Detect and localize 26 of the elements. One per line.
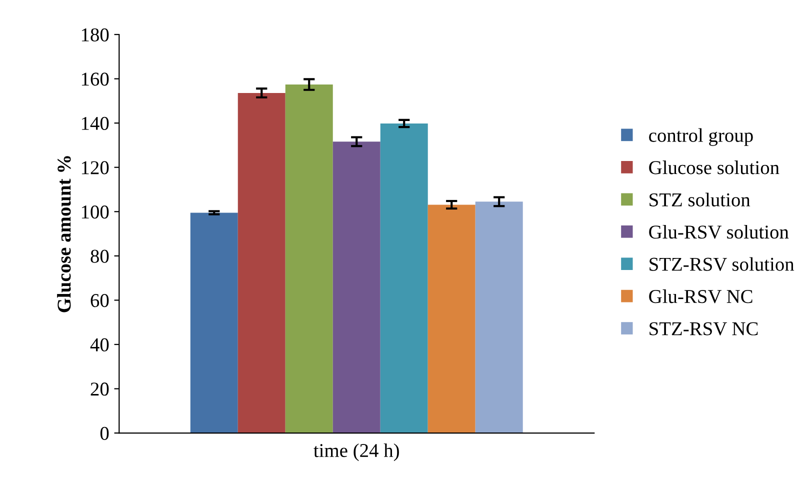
y-tick-label: 40	[90, 338, 109, 352]
y-tick-label: 160	[82, 72, 109, 86]
bar	[190, 212, 238, 434]
legend-label: STZ-RSV solution	[650, 257, 794, 271]
y-tick-label: 20	[90, 382, 109, 396]
bar	[475, 202, 523, 434]
y-tick-label: 140	[82, 116, 109, 130]
legend-label: STZ solution	[650, 192, 750, 206]
bar	[332, 142, 380, 434]
y-tick-label: 180	[82, 28, 109, 42]
x-axis-title: time (24 h)	[314, 443, 399, 462]
bar	[285, 84, 333, 434]
y-tick-label: 0	[100, 426, 109, 440]
legend-label: Glucose solution	[649, 160, 780, 174]
bar	[380, 124, 428, 434]
y-tick-label: 80	[90, 250, 109, 263]
legend-label: Glu-RSV solution	[649, 224, 789, 239]
y-tick-label: 60	[90, 294, 109, 308]
legend-label: Glu-RSV NC	[649, 289, 752, 304]
legend-label: STZ-RSV NC	[650, 322, 758, 336]
bar	[428, 204, 476, 434]
y-tick-label: 120	[82, 161, 109, 174]
bar	[238, 92, 286, 434]
y-tick-label: 100	[82, 205, 109, 219]
y-axis-title: Glucose amount %	[57, 156, 71, 312]
legend-label: control group	[649, 128, 753, 146]
